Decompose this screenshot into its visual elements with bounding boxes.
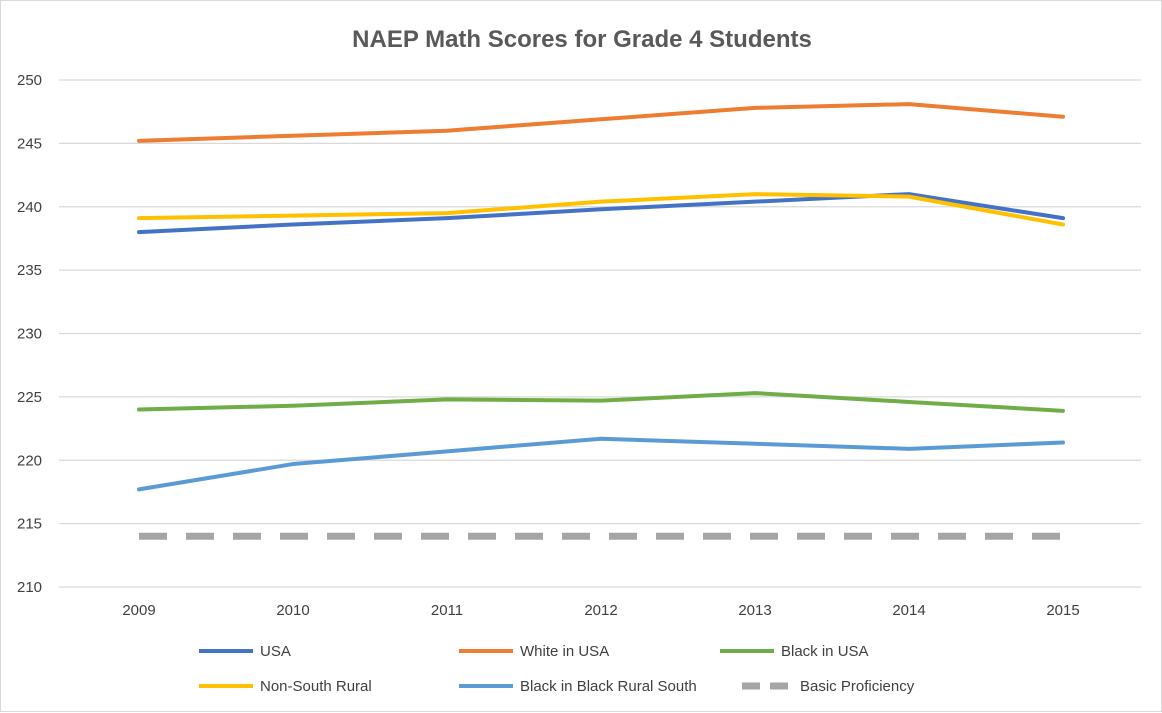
series-line-non-south-rural <box>137 192 1065 227</box>
y-tick-label: 230 <box>17 326 42 343</box>
x-tick-label: 2011 <box>431 602 463 619</box>
y-tick-label: 235 <box>17 262 42 279</box>
legend-item: Black in Black Rural South <box>459 678 697 695</box>
x-axis-tick-labels: 2009 2010 2011 2012 2013 2014 2015 <box>122 602 1079 619</box>
y-tick-label: 225 <box>17 389 42 406</box>
y-tick-label: 245 <box>17 135 42 152</box>
legend-item: Black in USA <box>720 643 869 660</box>
y-tick-label: 215 <box>17 516 42 533</box>
x-tick-label: 2013 <box>738 602 771 619</box>
x-tick-label: 2010 <box>276 602 309 619</box>
legend-label: Black in Black Rural South <box>520 678 697 695</box>
x-tick-label: 2009 <box>122 602 155 619</box>
y-tick-label: 250 <box>17 72 42 89</box>
legend: USA White in USA Black in USA Non-South Rur… <box>199 643 915 695</box>
legend-label: USA <box>260 643 291 660</box>
series-lines <box>137 102 1065 540</box>
x-tick-label: 2012 <box>584 602 617 619</box>
y-axis-tick-labels: 210 215 220 225 230 235 240 245 250 <box>17 72 42 596</box>
legend-item: USA <box>199 643 291 660</box>
y-tick-label: 210 <box>17 579 42 596</box>
legend-item: White in USA <box>459 643 609 660</box>
y-tick-label: 220 <box>17 452 42 469</box>
legend-label: White in USA <box>520 643 609 660</box>
legend-item: Basic Proficiency <box>742 678 915 695</box>
gridlines <box>59 79 1141 588</box>
series-line-black-in-usa <box>137 391 1065 413</box>
series-line-black-in-black-rural-south <box>137 436 1065 492</box>
legend-item: Non-South Rural <box>199 678 372 695</box>
series-line-usa <box>137 192 1065 235</box>
legend-label: Non-South Rural <box>260 678 372 695</box>
x-tick-label: 2014 <box>892 602 925 619</box>
legend-label: Black in USA <box>781 643 869 660</box>
series-line-white-in-usa <box>137 102 1065 143</box>
legend-label: Basic Proficiency <box>800 678 915 695</box>
y-tick-label: 240 <box>17 199 42 216</box>
x-tick-label: 2015 <box>1046 602 1079 619</box>
chart-title: NAEP Math Scores for Grade 4 Students <box>352 26 812 53</box>
